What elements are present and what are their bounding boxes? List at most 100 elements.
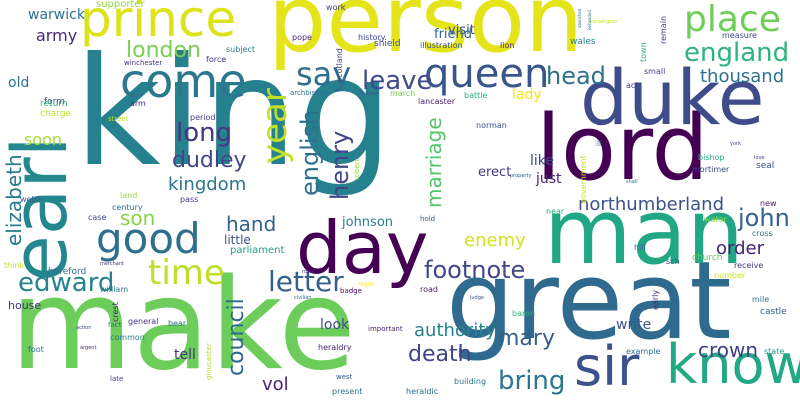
word-son: son: [120, 206, 156, 230]
word-battle: battle: [464, 91, 488, 100]
word-good: good: [96, 214, 201, 263]
word-government: government: [579, 155, 588, 204]
word-sch: sch: [666, 257, 680, 266]
word-hill: hill: [634, 243, 646, 252]
word-iii: iii: [595, 140, 603, 146]
word-love: love: [754, 155, 765, 161]
word-person: person: [268, 0, 584, 73]
word-force: force: [206, 55, 227, 64]
word-long: long: [176, 118, 233, 148]
word-case: case: [88, 213, 107, 222]
word-example: example: [626, 347, 661, 356]
word-hand: hand: [226, 212, 277, 236]
word-remain: remain: [659, 15, 668, 44]
word-badge: badge: [340, 287, 362, 295]
word-common: common: [110, 333, 145, 342]
word-enemy: enemy: [464, 230, 526, 251]
word-warwick: warwick: [28, 7, 85, 23]
word-dudley: dudley: [172, 148, 247, 173]
word-building: building: [454, 377, 487, 386]
word-important: important: [368, 325, 403, 333]
word-subject: subject: [226, 45, 255, 54]
word-norman: norman: [476, 121, 507, 130]
word-make: make: [10, 251, 356, 398]
word-scotland: scotland: [335, 48, 344, 82]
word-history: history: [358, 33, 386, 42]
word-crown: crown: [698, 338, 759, 362]
word-crest: crest: [111, 302, 120, 322]
word-northumberland: northumberland: [578, 194, 724, 215]
word-welsh: welsh: [20, 195, 43, 204]
word-erect: erect: [478, 165, 512, 180]
word-pope: pope: [292, 33, 312, 42]
word-john: john: [738, 204, 790, 232]
word-visit: visit: [448, 23, 475, 38]
word-charge: charge: [40, 109, 71, 119]
word-general: general: [128, 317, 159, 326]
word-lancaster: lancaster: [418, 97, 456, 106]
word-kensington: kensington: [590, 19, 618, 25]
word-thomas: thomas: [360, 91, 379, 97]
word-lady: lady: [512, 87, 542, 103]
word-robert: robert: [353, 158, 361, 180]
word-near: near: [546, 207, 565, 216]
word-mile: mile: [752, 295, 770, 304]
word-old: old: [8, 75, 30, 91]
word-thousand: thousand: [700, 66, 785, 87]
word-say: say: [296, 55, 352, 93]
word-day: day: [296, 206, 429, 290]
word-land: land: [120, 191, 138, 200]
word-mary: mary: [498, 326, 555, 351]
word-parliament: parliament: [230, 245, 285, 256]
word-fact: fact: [108, 321, 122, 329]
word-death: death: [408, 342, 472, 367]
word-know: know: [666, 333, 800, 396]
word-late: late: [110, 375, 124, 383]
word-judge: judge: [470, 295, 484, 301]
word-johnson: johnson: [342, 215, 394, 230]
word-order: order: [716, 238, 764, 259]
word-road: road: [420, 285, 438, 294]
word-gloucester: gloucester: [205, 343, 213, 380]
word-year: year: [255, 88, 295, 164]
word-roger: roger: [358, 281, 374, 288]
word-london: london: [126, 38, 201, 63]
word-man: man: [544, 180, 744, 285]
word-hereford: hereford: [48, 267, 87, 277]
word-work: work: [326, 3, 346, 12]
word-william: william: [100, 285, 129, 294]
word-council: council: [224, 298, 249, 376]
word-march: march: [390, 89, 416, 98]
word-measure: measure: [722, 31, 757, 40]
word-just: just: [536, 171, 562, 187]
word-shall: shall: [626, 179, 638, 185]
word-time: time: [148, 253, 225, 293]
word-england: england: [684, 38, 790, 68]
word-henry: henry: [326, 130, 354, 200]
word-duke: duke: [580, 53, 765, 142]
word-baron: baron: [512, 309, 536, 318]
word-come: come: [120, 54, 247, 108]
word-street: street: [108, 115, 129, 123]
word-return: return: [40, 99, 68, 109]
word-new: new: [760, 199, 777, 208]
word-friend: friend: [434, 27, 473, 42]
word-small: small: [644, 67, 666, 76]
word-seal: seal: [756, 161, 775, 171]
word-shield: shield: [374, 39, 401, 49]
word-state: state: [764, 347, 785, 356]
word-lord: lord: [536, 96, 709, 201]
word-water: water: [704, 215, 727, 224]
word-army: army: [36, 26, 78, 45]
word-lion: lion: [500, 41, 515, 50]
word-edward[interactable]: edward: [18, 268, 115, 298]
word-letter: letter: [268, 265, 344, 298]
word-marriage: marriage: [422, 117, 446, 208]
word-heraldic: heraldic: [406, 387, 439, 396]
word-sir: sir: [574, 335, 640, 398]
word-soon: soon: [24, 130, 63, 149]
word-foot: foot: [28, 345, 44, 354]
word-great: great: [446, 239, 732, 364]
word-cross: cross: [752, 229, 773, 238]
